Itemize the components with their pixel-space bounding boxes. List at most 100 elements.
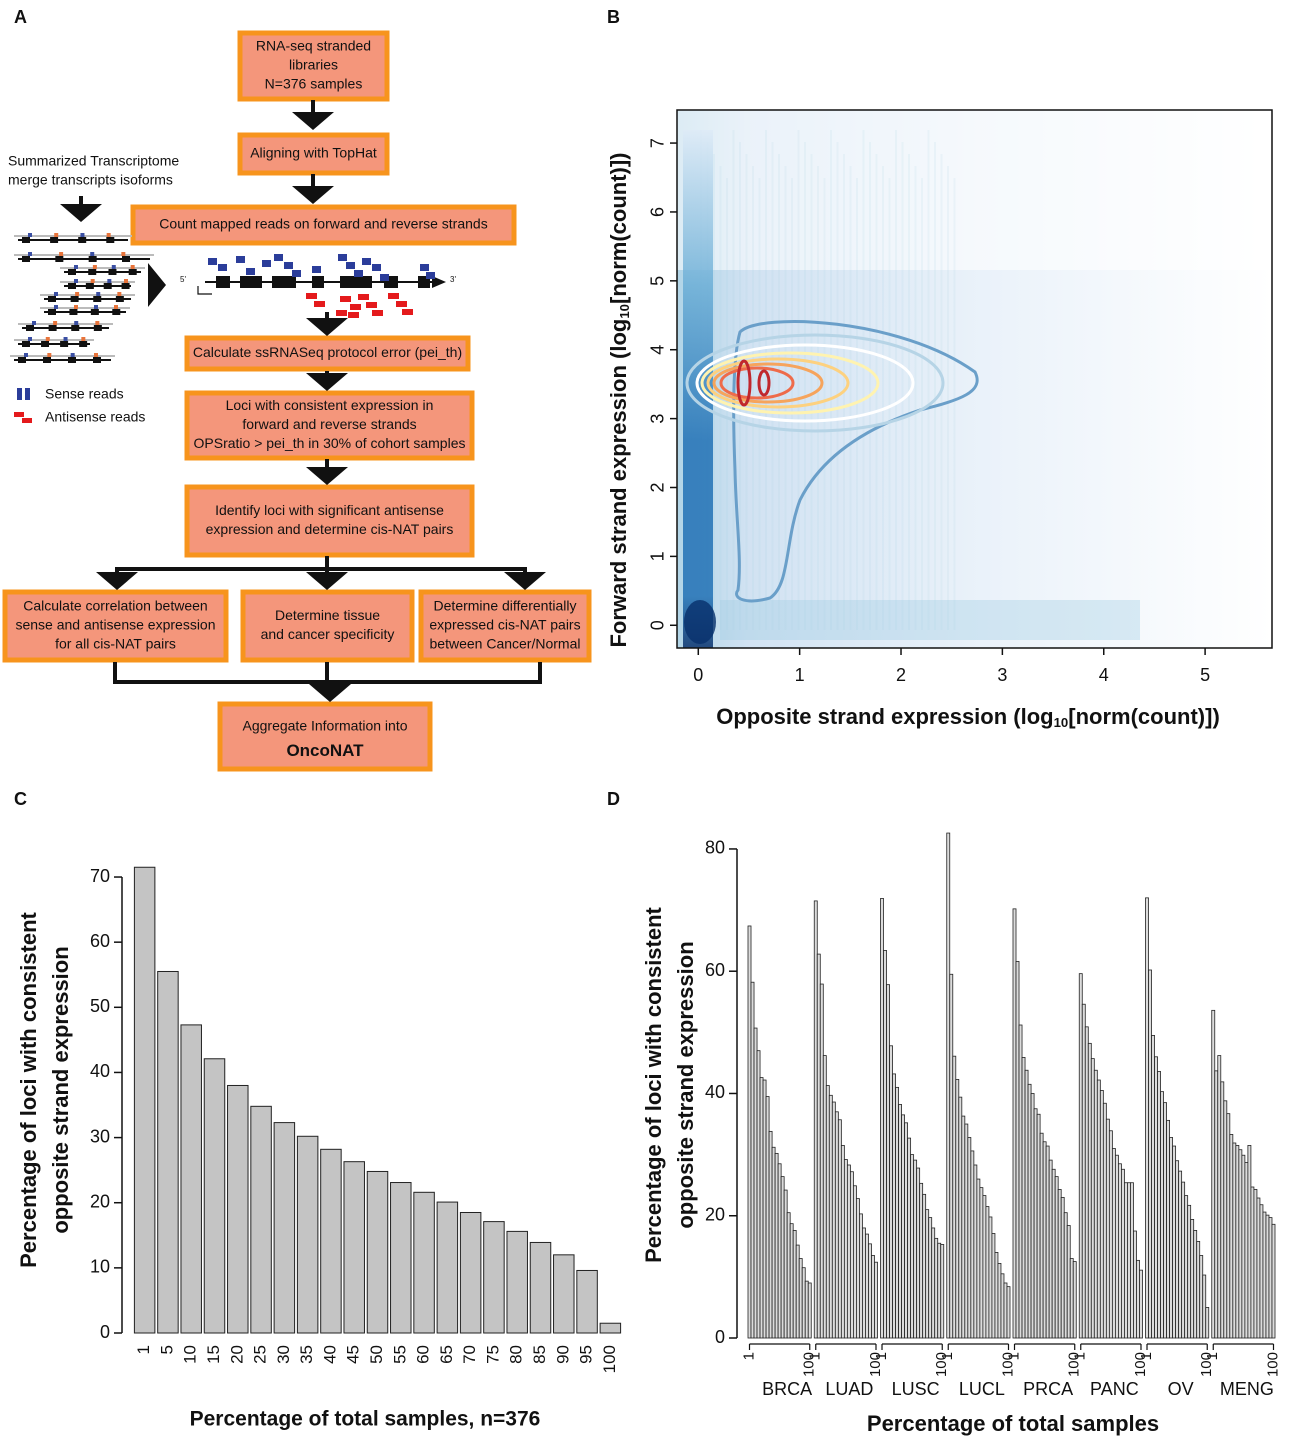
bar [771,1146,776,1339]
x-tick-label: 100 [600,1345,619,1373]
exon [90,309,99,315]
bar [792,1230,797,1339]
density-streak [875,154,878,630]
bar [1039,1132,1044,1339]
flow-text: expressed cis-NAT pairs [429,617,580,633]
exon [78,237,87,243]
read [24,353,28,357]
density-streak [953,178,956,630]
x-tick-label: 100 [933,1352,950,1377]
antisense-read [314,301,325,307]
bar [1087,1042,1092,1339]
exon [88,269,97,275]
x-tick-label: 1 [134,1345,153,1354]
read [92,265,97,269]
exon [93,357,101,363]
bar [1069,1258,1074,1339]
bar [849,1171,854,1339]
bar [1124,1182,1128,1339]
read [90,279,95,283]
x-tick-label: 1 [1005,1352,1022,1360]
bar [296,1135,319,1334]
y-axis-title: Percentage of loci with consistent [16,911,41,1267]
x-axis-title: Opposite strand expression (log10[norm(c… [716,704,1220,731]
bar [880,898,884,1339]
y-axis-title-part: 10 [617,304,632,319]
bar [1241,1154,1246,1339]
bar [1202,1274,1207,1339]
read [117,292,122,296]
read [54,233,59,237]
exon [216,276,230,288]
y-tick-label: 40 [705,1082,725,1102]
exon [85,283,94,289]
y-axis-title-part: Forward strand expression (log [606,319,631,648]
read [32,321,36,325]
flow-box [184,335,471,372]
exon [50,237,59,243]
y-axis-title: opposite strand expression [673,941,698,1228]
exon [18,357,26,363]
antisense-read [340,296,351,302]
density-streak [745,154,748,630]
exon [312,276,324,288]
read [130,265,135,269]
bar [865,1233,869,1339]
flow-text: Calculate ssRNASeq protocol error (pei_t… [193,344,462,360]
density-streak [804,142,806,630]
flow-box [184,390,475,461]
exon [48,325,57,331]
bar [904,1122,909,1339]
y-tick-label: 1 [648,551,668,561]
read [54,305,58,309]
bar [976,1178,981,1339]
bar [907,1137,912,1339]
contour [732,320,979,603]
bar [804,1280,809,1339]
density-streak [921,178,923,630]
exon [128,269,137,275]
group-label: PANC [1090,1379,1139,1399]
read [28,233,32,237]
bar [934,1237,939,1339]
density-streak [771,142,774,630]
antisense-read [306,293,317,299]
bar [133,866,156,1334]
arrow-head [306,373,348,391]
exon [48,296,56,302]
flow-text: sense and antisense expression [15,617,215,633]
bar [889,1045,893,1339]
bar [774,1152,779,1339]
flow-text: libraries [289,57,338,73]
bar [958,1096,963,1339]
bar [1259,1204,1264,1339]
bar [1226,1113,1231,1339]
legend-swatch [22,418,32,423]
bar [1199,1255,1204,1339]
bar [1145,897,1149,1339]
bar [343,1161,365,1334]
x-tick-label: 5 [157,1345,176,1354]
exon [108,269,117,275]
x-axis-title-part: 10 [1054,715,1069,730]
arrow-head [306,318,348,336]
bar [798,1258,803,1339]
density-streak [882,166,884,630]
bar [157,970,179,1334]
flow-text: expression and determine cis-NAT pairs [206,521,454,537]
bar [1111,1148,1116,1339]
bar [1217,1055,1222,1339]
x-tick-label: 60 [414,1345,433,1364]
exon [122,256,130,262]
group-label: OV [1168,1379,1194,1399]
bar [1051,1168,1056,1339]
bar [916,1167,921,1339]
exon [103,283,112,289]
y-axis-title: opposite strand expression [48,946,73,1233]
bar [1250,1186,1255,1339]
bar [599,1322,622,1334]
bar [955,1079,960,1339]
bar [853,1185,857,1339]
bar [1127,1182,1131,1339]
sense-read [292,270,301,277]
